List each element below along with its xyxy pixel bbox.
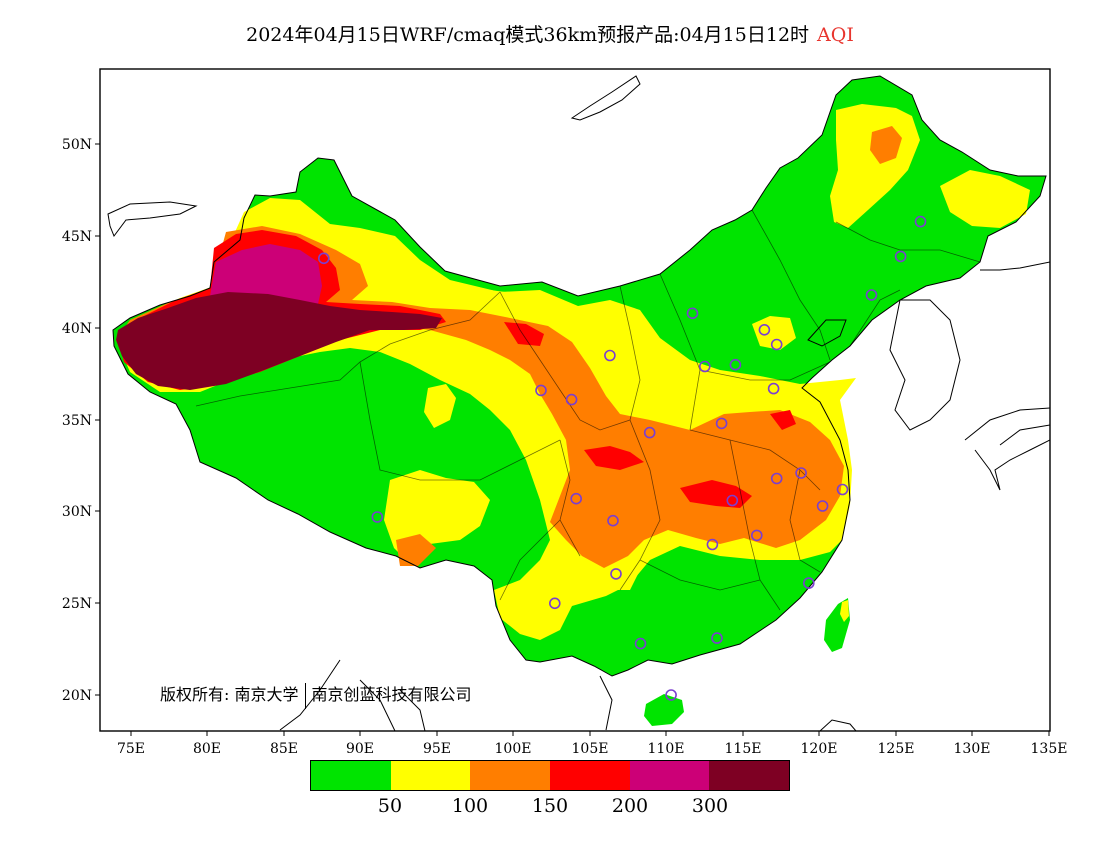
- station-marker-chengdu: [570, 492, 583, 505]
- map-frame: [99, 68, 1051, 732]
- aqi-legend: [310, 760, 790, 791]
- region-aqi-very-unhealthy: [210, 244, 322, 308]
- station-markers: [317, 215, 927, 701]
- island-hainan: [644, 694, 684, 726]
- lon-tick-label: 100E: [495, 741, 532, 757]
- lat-axis: 50N 45N 40N 35N 30N 25N 20N: [62, 137, 100, 704]
- lon-tick-label: 80E: [193, 741, 221, 757]
- lon-tick-label: 95E: [423, 741, 451, 757]
- lon-tick-label: 90E: [346, 741, 374, 757]
- copyright-label: 版权所有:: [160, 685, 230, 704]
- station-marker-lhasa: [371, 511, 384, 523]
- station-marker-jinan: [767, 382, 780, 395]
- lon-tick-label: 130E: [954, 741, 991, 757]
- station-marker-wuhan: [726, 494, 739, 507]
- station-marker-harbin: [914, 215, 927, 228]
- legend-label: 150: [531, 795, 569, 817]
- station-marker-zhengzhou: [715, 417, 728, 430]
- station-marker-changchun: [894, 250, 907, 263]
- station-marker-nanchang: [750, 529, 763, 542]
- station-marker-tianjin: [770, 338, 783, 351]
- station-marker-guiyang: [610, 568, 622, 580]
- station-marker-xian: [643, 426, 656, 439]
- station-marker-yinchuan: [604, 349, 616, 362]
- province-boundaries: [195, 209, 981, 611]
- lon-tick-label: 115E: [725, 741, 762, 757]
- station-marker-nanjing: [795, 467, 807, 479]
- station-marker-shanghai: [836, 483, 849, 496]
- lat-tick-label: 45N: [62, 229, 92, 245]
- legend-swatch-hazardous: [709, 761, 790, 790]
- copyright-org1: 南京大学: [234, 685, 299, 704]
- station-marker-beijing: [758, 323, 771, 336]
- copyright-org2: 南京创蓝科技有限公司: [311, 685, 472, 704]
- station-marker-shijiazhuang: [729, 358, 742, 371]
- station-marker-taiyuan: [698, 360, 711, 373]
- variable-label: AQI: [817, 24, 854, 46]
- station-marker-guangzhou: [711, 632, 723, 644]
- station-marker-kunming: [548, 597, 561, 610]
- lon-tick-label: 75E: [117, 741, 145, 757]
- lon-tick-label: 125E: [878, 741, 915, 757]
- taiwan-moderate: [840, 600, 849, 622]
- lat-tick-label: 20N: [62, 688, 92, 704]
- station-marker-changsha: [706, 538, 719, 551]
- station-marker-urumqi: [317, 252, 330, 265]
- lon-tick-label: 120E: [801, 741, 838, 757]
- lat-tick-label: 25N: [62, 596, 92, 612]
- lon-tick-label: 105E: [572, 741, 609, 757]
- station-marker-shenyang: [865, 289, 878, 301]
- lon-axis: 75E 80E 85E 90E 95E 100E 105E 110E 115E …: [117, 731, 1068, 757]
- legend-label: 300: [691, 795, 729, 817]
- legend-swatch-very-unhealthy: [629, 761, 710, 790]
- station-marker-nanning: [634, 637, 647, 650]
- lon-tick-label: 135E: [1031, 741, 1068, 757]
- lat-tick-label: 50N: [62, 137, 92, 153]
- station-marker-lanzhou: [565, 393, 578, 406]
- legend-swatch-unhealthy: [550, 761, 630, 790]
- station-marker-hefei: [770, 472, 783, 485]
- station-marker-hohhot: [686, 307, 699, 320]
- lat-tick-label: 30N: [62, 504, 92, 520]
- copyright-note: 版权所有: 南京大学 南京创蓝科技有限公司: [160, 681, 472, 709]
- map-layers: [107, 75, 1050, 731]
- coastlines: [107, 75, 1050, 731]
- legend-label: 200: [611, 795, 649, 817]
- station-marker-haikou: [665, 689, 677, 701]
- copyright-separator: [304, 682, 306, 709]
- station-marker-fuzhou: [802, 577, 815, 589]
- lat-tick-label: 40N: [62, 321, 92, 337]
- title-text: 2024年04月15日WRF/cmaq模式36km预报产品:04月15日12时: [246, 24, 810, 46]
- lon-tick-label: 110E: [648, 741, 685, 757]
- map-title: 2024年04月15日WRF/cmaq模式36km预报产品:04月15日12时 A…: [0, 20, 1100, 47]
- station-marker-xining: [535, 384, 547, 397]
- legend-swatch-sensitive: [470, 761, 551, 790]
- region-aqi-hazardous: [116, 292, 442, 390]
- lat-tick-label: 35N: [62, 413, 92, 429]
- legend-label: 50: [377, 795, 403, 817]
- lon-tick-label: 85E: [270, 741, 298, 757]
- legend-swatch-moderate: [390, 761, 471, 790]
- station-marker-hangzhou: [816, 500, 829, 512]
- legend-label: 100: [451, 795, 489, 817]
- station-marker-chongqing: [607, 514, 619, 527]
- legend-swatch-good: [311, 761, 391, 790]
